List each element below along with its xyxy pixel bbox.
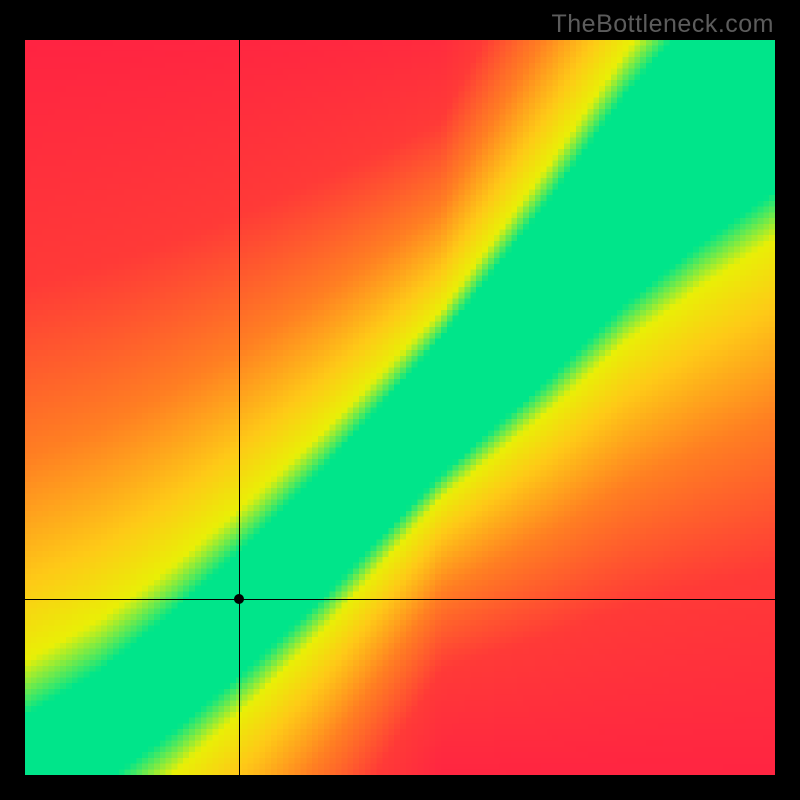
plot-area [25,40,775,775]
chart-container: TheBottleneck.com [0,0,800,800]
crosshair-point [234,594,244,604]
crosshair-horizontal [25,599,775,600]
heatmap-canvas [25,40,775,775]
watermark-text: TheBottleneck.com [552,10,775,39]
crosshair-vertical [239,40,240,775]
